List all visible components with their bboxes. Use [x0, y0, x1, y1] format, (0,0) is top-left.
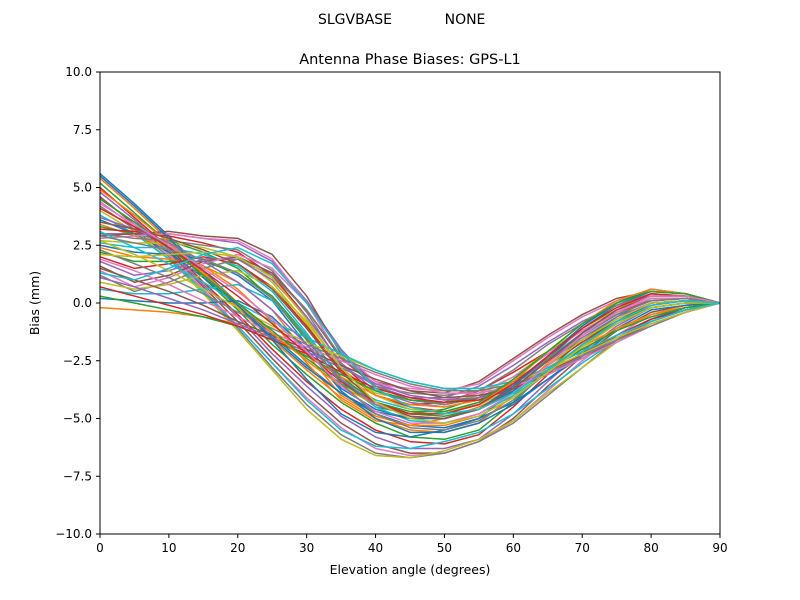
- x-tick-label: 40: [368, 541, 383, 555]
- figure-suptitle-left: SLGVBASE: [318, 12, 392, 28]
- x-tick-label: 0: [96, 541, 104, 555]
- y-tick-label: −2.5: [63, 354, 92, 368]
- series-line-s33: [99, 295, 721, 404]
- figure-suptitle-right: NONE: [445, 12, 486, 28]
- x-tick-label: 30: [299, 541, 314, 555]
- y-tick-label: 7.5: [73, 123, 92, 137]
- plot-frame: [99, 71, 721, 535]
- series-line-s43: [99, 198, 721, 413]
- x-tick-label: 70: [575, 541, 590, 555]
- x-tick-label: 60: [506, 541, 521, 555]
- series-line-s38: [99, 249, 721, 392]
- series-line-s47: [99, 203, 721, 424]
- x-tick-label: 20: [230, 541, 245, 555]
- y-tick-label: 2.5: [73, 238, 92, 252]
- series-line-s44: [99, 207, 721, 415]
- series-line-s40: [99, 230, 721, 390]
- series-line-s49: [99, 251, 720, 424]
- x-tick-label: 10: [161, 541, 176, 555]
- series-line-s07: [99, 200, 721, 457]
- series-line-s50: [99, 246, 721, 415]
- x-tick-label: 90: [712, 541, 727, 555]
- series-line-s05: [99, 191, 720, 450]
- y-tick-label: 5.0: [73, 181, 92, 195]
- y-tick-label: −5.0: [63, 412, 92, 426]
- x-tick-label: 50: [437, 541, 452, 555]
- series-group: [99, 173, 721, 459]
- y-axis-label: Bias (mm): [27, 271, 42, 335]
- series-line-s46: [99, 221, 721, 420]
- y-tick-label: 10.0: [65, 65, 92, 79]
- series-line-s37: [99, 258, 721, 394]
- axis-ticks: 0 10 20 30 40 50 60 70 80 90 −10.0 −7.5 −5.0 −2.5 0.0 2…: [55, 65, 727, 555]
- x-tick-label: 80: [643, 541, 658, 555]
- y-tick-label: 0.0: [73, 296, 92, 310]
- chart-title: Antenna Phase Biases: GPS-L1: [299, 52, 521, 68]
- y-tick-label: −7.5: [63, 469, 92, 483]
- y-tick-label: −10.0: [55, 527, 92, 541]
- x-axis-label: Elevation angle (degrees): [330, 562, 491, 577]
- series-line-s18: [99, 232, 721, 397]
